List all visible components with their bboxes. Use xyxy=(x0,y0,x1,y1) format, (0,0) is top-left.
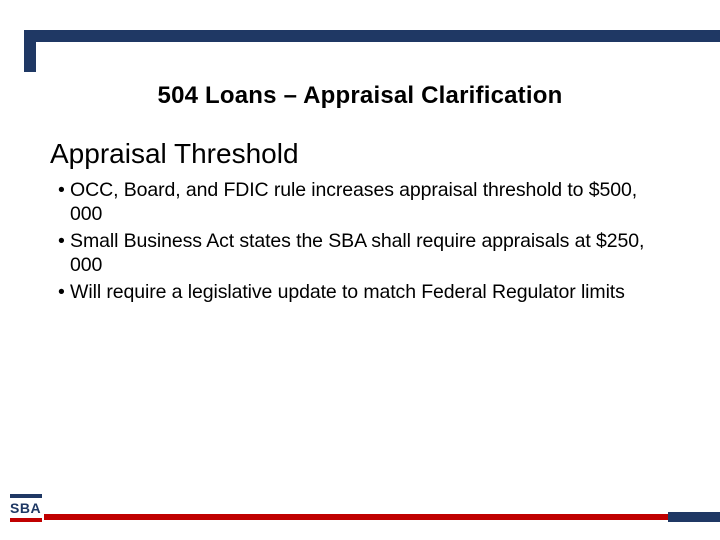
bullet-item: OCC, Board, and FDIC rule increases appr… xyxy=(58,178,662,227)
logo-top-bar xyxy=(10,494,42,498)
logo-text: SBA xyxy=(10,500,42,516)
logo-bottom-bar xyxy=(10,518,42,522)
bullet-item: Small Business Act states the SBA shall … xyxy=(58,229,662,278)
top-border-vertical-stub xyxy=(24,30,36,72)
slide: 504 Loans – Appraisal Clarification Appr… xyxy=(0,0,720,540)
bullet-list: OCC, Board, and FDIC rule increases appr… xyxy=(58,178,662,306)
slide-title: 504 Loans – Appraisal Clarification xyxy=(0,82,720,110)
footer-bar-red xyxy=(44,514,678,520)
slide-subtitle: Appraisal Threshold xyxy=(50,138,299,170)
footer-bar-blue xyxy=(668,512,720,522)
bullet-item: Will require a legislative update to mat… xyxy=(58,280,662,304)
sba-logo: SBA xyxy=(10,494,42,522)
top-border-horizontal xyxy=(24,30,720,42)
